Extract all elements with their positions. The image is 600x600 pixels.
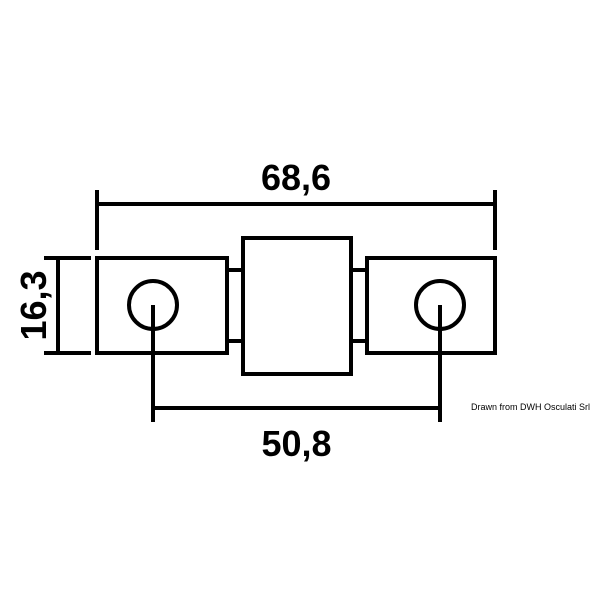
right-tab [367,258,495,353]
technical-drawing: 68,6 50,8 16,3 Drawn from DWH Osculati Srl [0,0,600,600]
attribution-text: Drawn from DWH Osculati Srl [471,402,590,412]
dim-label-height: 16,3 [13,270,54,340]
left-tab [97,258,227,353]
dim-label-width-overall: 68,6 [261,157,331,198]
dim-label-hole-pitch: 50,8 [261,423,331,464]
